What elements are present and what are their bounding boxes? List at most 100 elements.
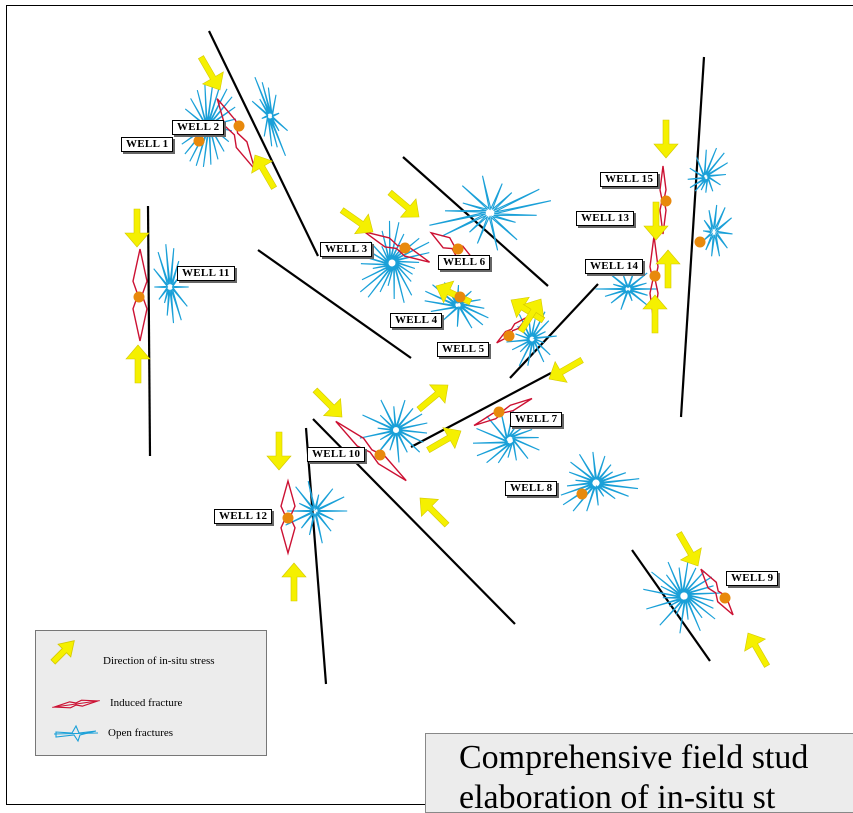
stress-arrow <box>197 55 224 91</box>
stress-arrow <box>675 531 702 567</box>
open-fracture-rose <box>643 561 722 634</box>
stress-arrow-shape <box>312 387 343 418</box>
stress-arrow <box>643 201 669 241</box>
caption-line-2: elaboration of in-situ st <box>459 779 776 813</box>
stress-arrow <box>548 356 584 383</box>
induced-fracture <box>700 568 734 616</box>
stress-arrow-shape <box>419 497 450 528</box>
stress-arrow <box>655 249 681 289</box>
stress-arrow <box>266 431 292 471</box>
stress-arrow-shape <box>124 208 150 248</box>
stress-arrow <box>653 119 679 159</box>
induced-fracture-icon <box>52 699 100 709</box>
open-fracture-icon <box>53 724 99 743</box>
open-fracture-rose <box>506 311 557 367</box>
well-label-3: WELL 3 <box>320 242 373 257</box>
legend-icons <box>50 640 100 743</box>
well-label-9: WELL 9 <box>726 571 779 586</box>
fault-line <box>509 283 599 379</box>
well-label-7: WELL 7 <box>510 412 563 427</box>
stress-arrow-shape <box>416 384 449 413</box>
well-marker <box>660 195 672 207</box>
legend-label-induced: Induced fracture <box>110 697 183 709</box>
caption-line-1: Comprehensive field stud <box>459 739 809 776</box>
caption-box: Comprehensive field stud elaboration of … <box>425 733 853 813</box>
fault-lines <box>146 30 711 685</box>
well-marker <box>649 270 661 282</box>
open-fracture-rose <box>251 76 288 157</box>
well-marker <box>694 236 706 248</box>
induced-fracture <box>280 478 296 556</box>
well-marker <box>193 135 205 147</box>
legend-label-open: Open fractures <box>108 727 174 739</box>
stress-arrow <box>642 294 668 334</box>
stress-arrow-shape <box>339 207 374 235</box>
stress-arrow <box>251 154 278 190</box>
well-marker <box>576 488 588 500</box>
open-fracture-rose <box>687 147 728 193</box>
well-marker <box>454 291 466 303</box>
well-label-12: WELL 12 <box>214 509 273 524</box>
open-fracture-rose <box>560 451 640 512</box>
stress-arrow-icon <box>50 640 75 665</box>
legend-label-stress: Direction of in-situ stress <box>103 655 215 667</box>
fault-line <box>410 372 552 448</box>
fault-line <box>146 205 152 457</box>
well-marker <box>374 449 386 461</box>
stress-arrow-shape <box>655 249 681 289</box>
induced-fracture <box>363 231 431 263</box>
well-label-8: WELL 8 <box>505 481 558 496</box>
stress-arrow <box>387 189 420 218</box>
fault-line <box>402 156 549 287</box>
stress-arrow-shape <box>387 189 420 218</box>
fault-line <box>679 56 706 418</box>
well-label-14: WELL 14 <box>585 259 644 274</box>
stress-arrow-shape <box>125 344 151 384</box>
stress-arrow-shape <box>744 632 771 668</box>
stress-arrow <box>426 427 462 454</box>
stress-arrow <box>125 344 151 384</box>
open-fracture-rose <box>359 399 428 463</box>
fault-line <box>304 427 328 685</box>
induced-fracture <box>132 248 148 342</box>
stress-arrow-shape <box>426 427 462 454</box>
well-label-2: WELL 2 <box>172 120 225 135</box>
open-fracture-rose <box>472 409 540 464</box>
stress-arrow <box>416 384 449 413</box>
well-marker <box>282 512 294 524</box>
well-label-10: WELL 10 <box>307 447 366 462</box>
legend: Direction of in-situ stress Induced frac… <box>35 630 267 756</box>
stress-arrows <box>124 55 771 668</box>
stress-arrow-shape <box>653 119 679 159</box>
well-label-13: WELL 13 <box>576 211 635 226</box>
stress-arrow <box>339 207 374 235</box>
open-fracture-rose <box>285 480 348 544</box>
well-marker <box>493 406 505 418</box>
well-markers <box>133 120 731 604</box>
stress-arrow <box>744 632 771 668</box>
fracture-map <box>124 30 771 685</box>
well-marker <box>233 120 245 132</box>
stress-arrow-shape <box>675 531 702 567</box>
stress-arrow-shape <box>548 356 584 383</box>
well-marker <box>133 291 145 303</box>
stress-arrow <box>312 387 343 418</box>
well-marker <box>399 242 411 254</box>
stress-arrow-shape <box>251 154 278 190</box>
well-label-4: WELL 4 <box>390 313 443 328</box>
stress-arrow-shape <box>643 201 669 241</box>
stress-arrow-shape <box>266 431 292 471</box>
caption-text: Comprehensive field stud elaboration of … <box>459 738 809 813</box>
stress-arrow <box>419 497 450 528</box>
well-marker <box>452 243 464 255</box>
stress-arrow-shape <box>197 55 224 91</box>
well-label-11: WELL 11 <box>177 266 235 281</box>
induced-fracture <box>659 165 667 235</box>
stress-arrow <box>281 562 307 602</box>
open-fracture-rose <box>595 270 659 310</box>
stress-arrow-shape <box>517 298 545 334</box>
stress-arrow <box>124 208 150 248</box>
well-label-5: WELL 5 <box>437 342 490 357</box>
open-fracture-rose <box>702 204 733 257</box>
well-label-1: WELL 1 <box>121 137 174 152</box>
